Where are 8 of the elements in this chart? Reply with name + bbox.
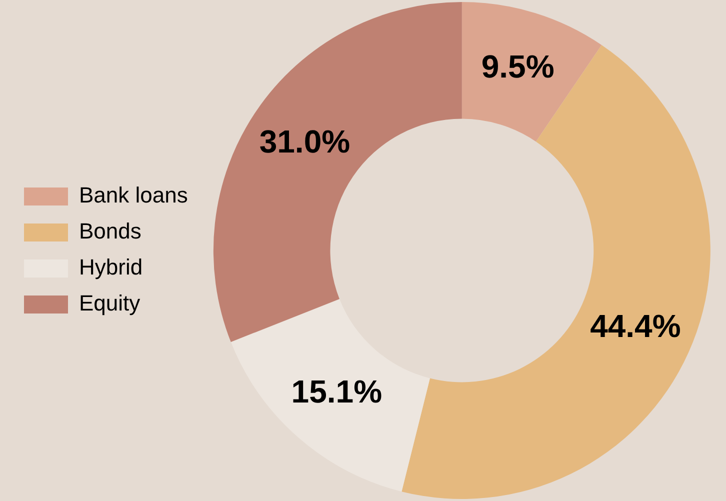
legend-label: Bonds (79, 218, 142, 244)
data-label: 44.4% (590, 308, 681, 344)
legend-label: Hybrid (79, 254, 143, 280)
data-label: 15.1% (291, 373, 382, 410)
legend-label: Bank loans (79, 182, 188, 208)
data-label: 31.0% (259, 123, 350, 160)
legend-label: Equity (79, 290, 140, 316)
data-label: 9.5% (481, 48, 554, 85)
